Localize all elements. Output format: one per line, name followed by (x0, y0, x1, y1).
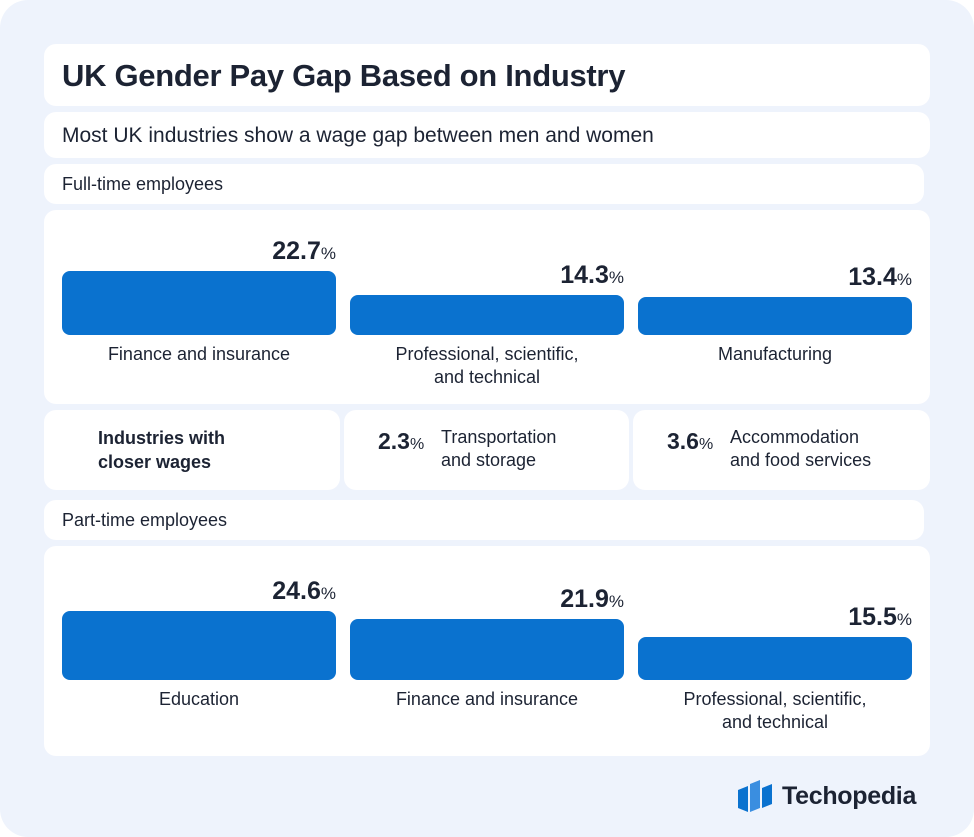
part-time-section-label: Part-time employees (44, 500, 924, 540)
closer-label-transportation: Transportation and storage (441, 427, 557, 470)
closer-value-accommodation: 3.6% (667, 428, 714, 454)
bar-ft-finance-and-insurance (62, 271, 336, 335)
category-label-pt-professional-scientific-technical: Professional, scientific, and technical (683, 689, 867, 732)
full-time-label: Full-time employees (62, 174, 224, 194)
category-label-pt-education: Education (158, 689, 240, 709)
title-panel: UK Gender Pay Gap Based on Industry (44, 44, 930, 106)
value-label-ft-manufacturing: 13.4% (848, 263, 912, 291)
full-time-chart: 22.7% 14.3% 13.4% Finance and insurance … (44, 210, 930, 404)
full-time-section-label: Full-time employees (44, 164, 924, 204)
closer-wages-transportation: 2.3% Transportation and storage (344, 410, 629, 490)
bar-ft-manufacturing (638, 297, 912, 335)
category-label-ft-professional-scientific-technical: Professional, scientific, and technical (395, 344, 579, 387)
subtitle-panel: Most UK industries show a wage gap betwe… (44, 112, 930, 158)
value-label-pt-professional-scientific-technical: 15.5% (848, 603, 912, 631)
closer-wages-heading-box: Industries with closer wages (44, 410, 340, 490)
techopedia-logo-icon (738, 780, 772, 812)
page-title: UK Gender Pay Gap Based on Industry (62, 58, 626, 93)
value-label-ft-finance-and-insurance: 22.7% (272, 237, 336, 265)
category-label-pt-finance-and-insurance: Finance and insurance (395, 689, 579, 709)
category-label-ft-finance-and-insurance: Finance and insurance (107, 344, 291, 364)
value-label-pt-finance-and-insurance: 21.9% (560, 585, 624, 613)
value-label-pt-education: 24.6% (272, 577, 336, 605)
bar-pt-professional-scientific-technical (638, 637, 912, 680)
closer-value-transportation: 2.3% (378, 428, 425, 454)
value-label-ft-professional-scientific-technical: 14.3% (560, 261, 624, 289)
category-label-ft-manufacturing: Manufacturing (717, 344, 833, 364)
page-subtitle: Most UK industries show a wage gap betwe… (62, 124, 654, 147)
part-time-label: Part-time employees (62, 510, 228, 530)
brand-logo: Techopedia (736, 778, 936, 814)
brand-name: Techopedia (782, 782, 917, 810)
closer-wages-heading: Industries with closer wages (98, 428, 226, 472)
part-time-chart: 24.6% 21.9% 15.5% Education Finance and … (44, 546, 930, 756)
bar-pt-education (62, 611, 336, 680)
closer-label-accommodation: Accommodation and food services (730, 427, 872, 470)
bar-ft-professional-scientific-technical (350, 295, 624, 335)
bar-pt-finance-and-insurance (350, 619, 624, 680)
closer-wages-accommodation: 3.6% Accommodation and food services (633, 410, 930, 490)
